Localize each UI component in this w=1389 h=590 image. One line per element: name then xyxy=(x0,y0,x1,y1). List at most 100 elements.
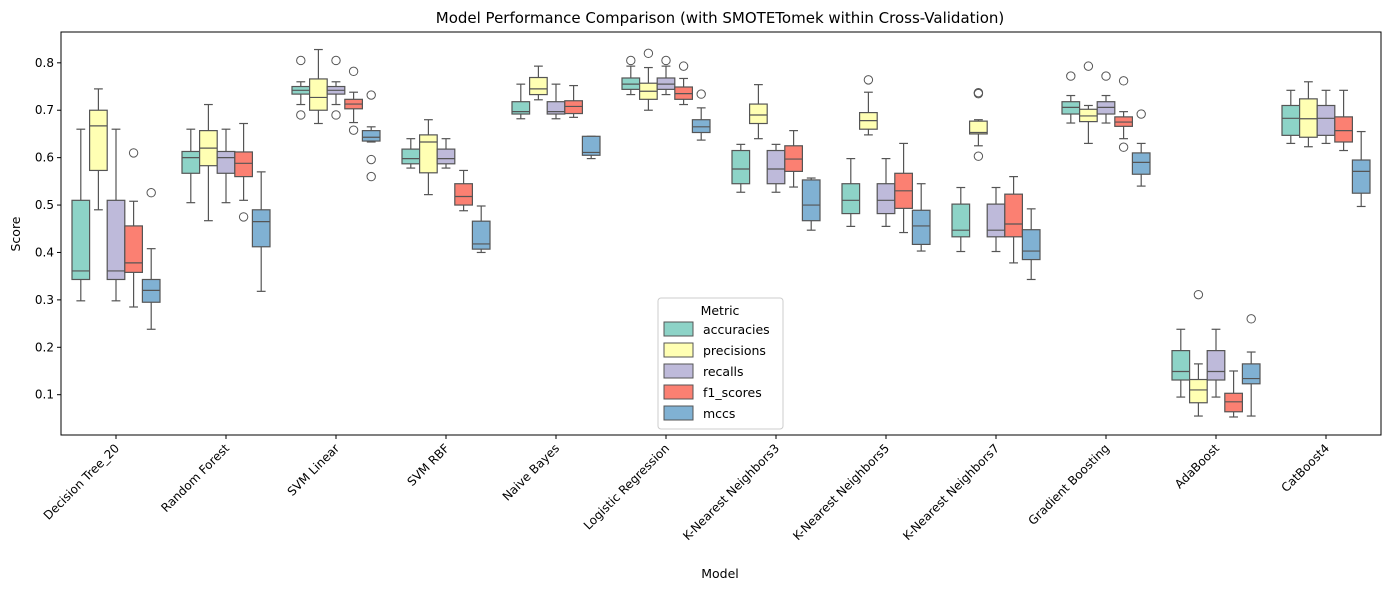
outlier-point xyxy=(366,154,376,165)
box-accuracies-2 xyxy=(291,55,311,120)
box-iqr xyxy=(1131,152,1151,175)
box-f1_scores-11 xyxy=(1334,89,1354,152)
box-iqr xyxy=(581,135,601,156)
y-tick-label: 0.6 xyxy=(35,151,54,165)
outlier-point xyxy=(1083,61,1094,71)
y-tick-label: 0.3 xyxy=(35,293,54,307)
y-tick-label: 0.5 xyxy=(35,198,54,212)
legend: Metric accuracies precisions recalls f1_sco… xyxy=(657,297,784,430)
outlier-point xyxy=(1101,71,1111,81)
box-recalls-5 xyxy=(656,55,676,96)
outlier-point xyxy=(678,61,689,71)
box-mccs-0 xyxy=(141,188,161,330)
box-f1_scores-6 xyxy=(784,130,803,188)
legend-swatch-precisions xyxy=(663,342,694,358)
box-recalls-7 xyxy=(876,157,896,227)
box-iqr xyxy=(1171,350,1191,381)
box-f1_scores-5 xyxy=(674,61,693,106)
box-recalls-9 xyxy=(1096,71,1116,124)
x-axis-label: Model xyxy=(701,566,739,581)
y-tick-label: 0.1 xyxy=(35,388,54,402)
legend-swatch-f1_scores xyxy=(663,384,694,400)
outlier-point xyxy=(1066,71,1076,81)
legend-swatch-accuracies xyxy=(663,321,694,337)
box-iqr xyxy=(106,199,126,281)
box-iqr xyxy=(1206,350,1226,381)
outlier-point xyxy=(661,55,671,66)
plot-area xyxy=(71,48,1371,418)
box-precisions-0 xyxy=(88,88,108,211)
box-iqr xyxy=(216,150,236,174)
box-iqr xyxy=(234,151,254,178)
box-iqr xyxy=(471,220,491,250)
box-iqr xyxy=(1334,116,1354,143)
legend-label-accuracies: accuracies xyxy=(703,322,770,337)
box-iqr xyxy=(401,148,421,165)
box-recalls-0 xyxy=(106,128,126,302)
box-accuracies-1 xyxy=(181,128,201,204)
outlier-point xyxy=(1118,76,1129,86)
box-iqr xyxy=(564,100,583,115)
box-recalls-10 xyxy=(1206,328,1226,398)
outlier-point xyxy=(331,110,341,120)
box-iqr xyxy=(361,130,381,142)
box-accuracies-11 xyxy=(1281,89,1301,145)
box-mccs-3 xyxy=(471,205,491,254)
box-accuracies-7 xyxy=(841,157,861,227)
outlier-point xyxy=(1136,109,1146,119)
box-iqr xyxy=(88,109,108,172)
box-iqr xyxy=(766,149,786,185)
box-f1_scores-8 xyxy=(1004,176,1023,264)
outlier-point xyxy=(366,90,376,100)
outlier-point xyxy=(331,55,341,66)
box-iqr xyxy=(419,134,438,174)
box-iqr xyxy=(951,203,971,238)
box-accuracies-3 xyxy=(401,138,421,169)
box-accuracies-4 xyxy=(511,83,531,120)
box-iqr xyxy=(841,183,861,215)
box-f1_scores-1 xyxy=(234,122,254,222)
box-iqr xyxy=(986,203,1006,238)
y-tick-label: 0.7 xyxy=(35,103,54,117)
box-accuracies-9 xyxy=(1061,71,1081,124)
outlier-point xyxy=(1118,142,1129,152)
box-precisions-1 xyxy=(199,103,218,222)
box-precisions-4 xyxy=(528,65,548,101)
box-precisions-8 xyxy=(968,87,988,161)
box-iqr xyxy=(1188,378,1208,404)
legend-label-mccs: mccs xyxy=(703,406,735,421)
box-precisions-7 xyxy=(858,75,878,136)
legend-label-recalls: recalls xyxy=(703,364,744,379)
box-precisions-2 xyxy=(309,48,328,125)
outlier-point xyxy=(348,66,359,77)
box-f1_scores-3 xyxy=(454,169,473,212)
box-mccs-10 xyxy=(1241,314,1261,417)
box-precisions-9 xyxy=(1078,61,1098,145)
box-precisions-5 xyxy=(638,48,658,111)
box-iqr xyxy=(801,179,821,222)
y-tick-label: 0.2 xyxy=(35,340,54,354)
box-recalls-3 xyxy=(436,138,456,169)
y-tick-label: 0.8 xyxy=(35,56,54,70)
box-mccs-6 xyxy=(801,177,821,231)
box-iqr xyxy=(1021,229,1041,261)
outlier-point xyxy=(973,87,984,98)
box-iqr xyxy=(731,149,751,185)
outlier-point xyxy=(128,148,139,158)
box-iqr xyxy=(124,225,144,273)
box-recalls-11 xyxy=(1316,89,1336,145)
box-precisions-6 xyxy=(748,84,768,140)
box-iqr xyxy=(911,209,931,246)
box-iqr xyxy=(1224,392,1244,413)
box-iqr xyxy=(436,148,456,165)
box-iqr xyxy=(1298,98,1318,138)
outlier-point xyxy=(366,171,376,182)
box-mccs-8 xyxy=(1021,208,1041,281)
box-iqr xyxy=(181,150,201,174)
outlier-point xyxy=(973,151,984,161)
axes-frame xyxy=(60,31,1382,436)
box-precisions-10 xyxy=(1188,289,1208,417)
box-iqr xyxy=(1316,104,1336,136)
box-accuracies-0 xyxy=(71,128,91,302)
